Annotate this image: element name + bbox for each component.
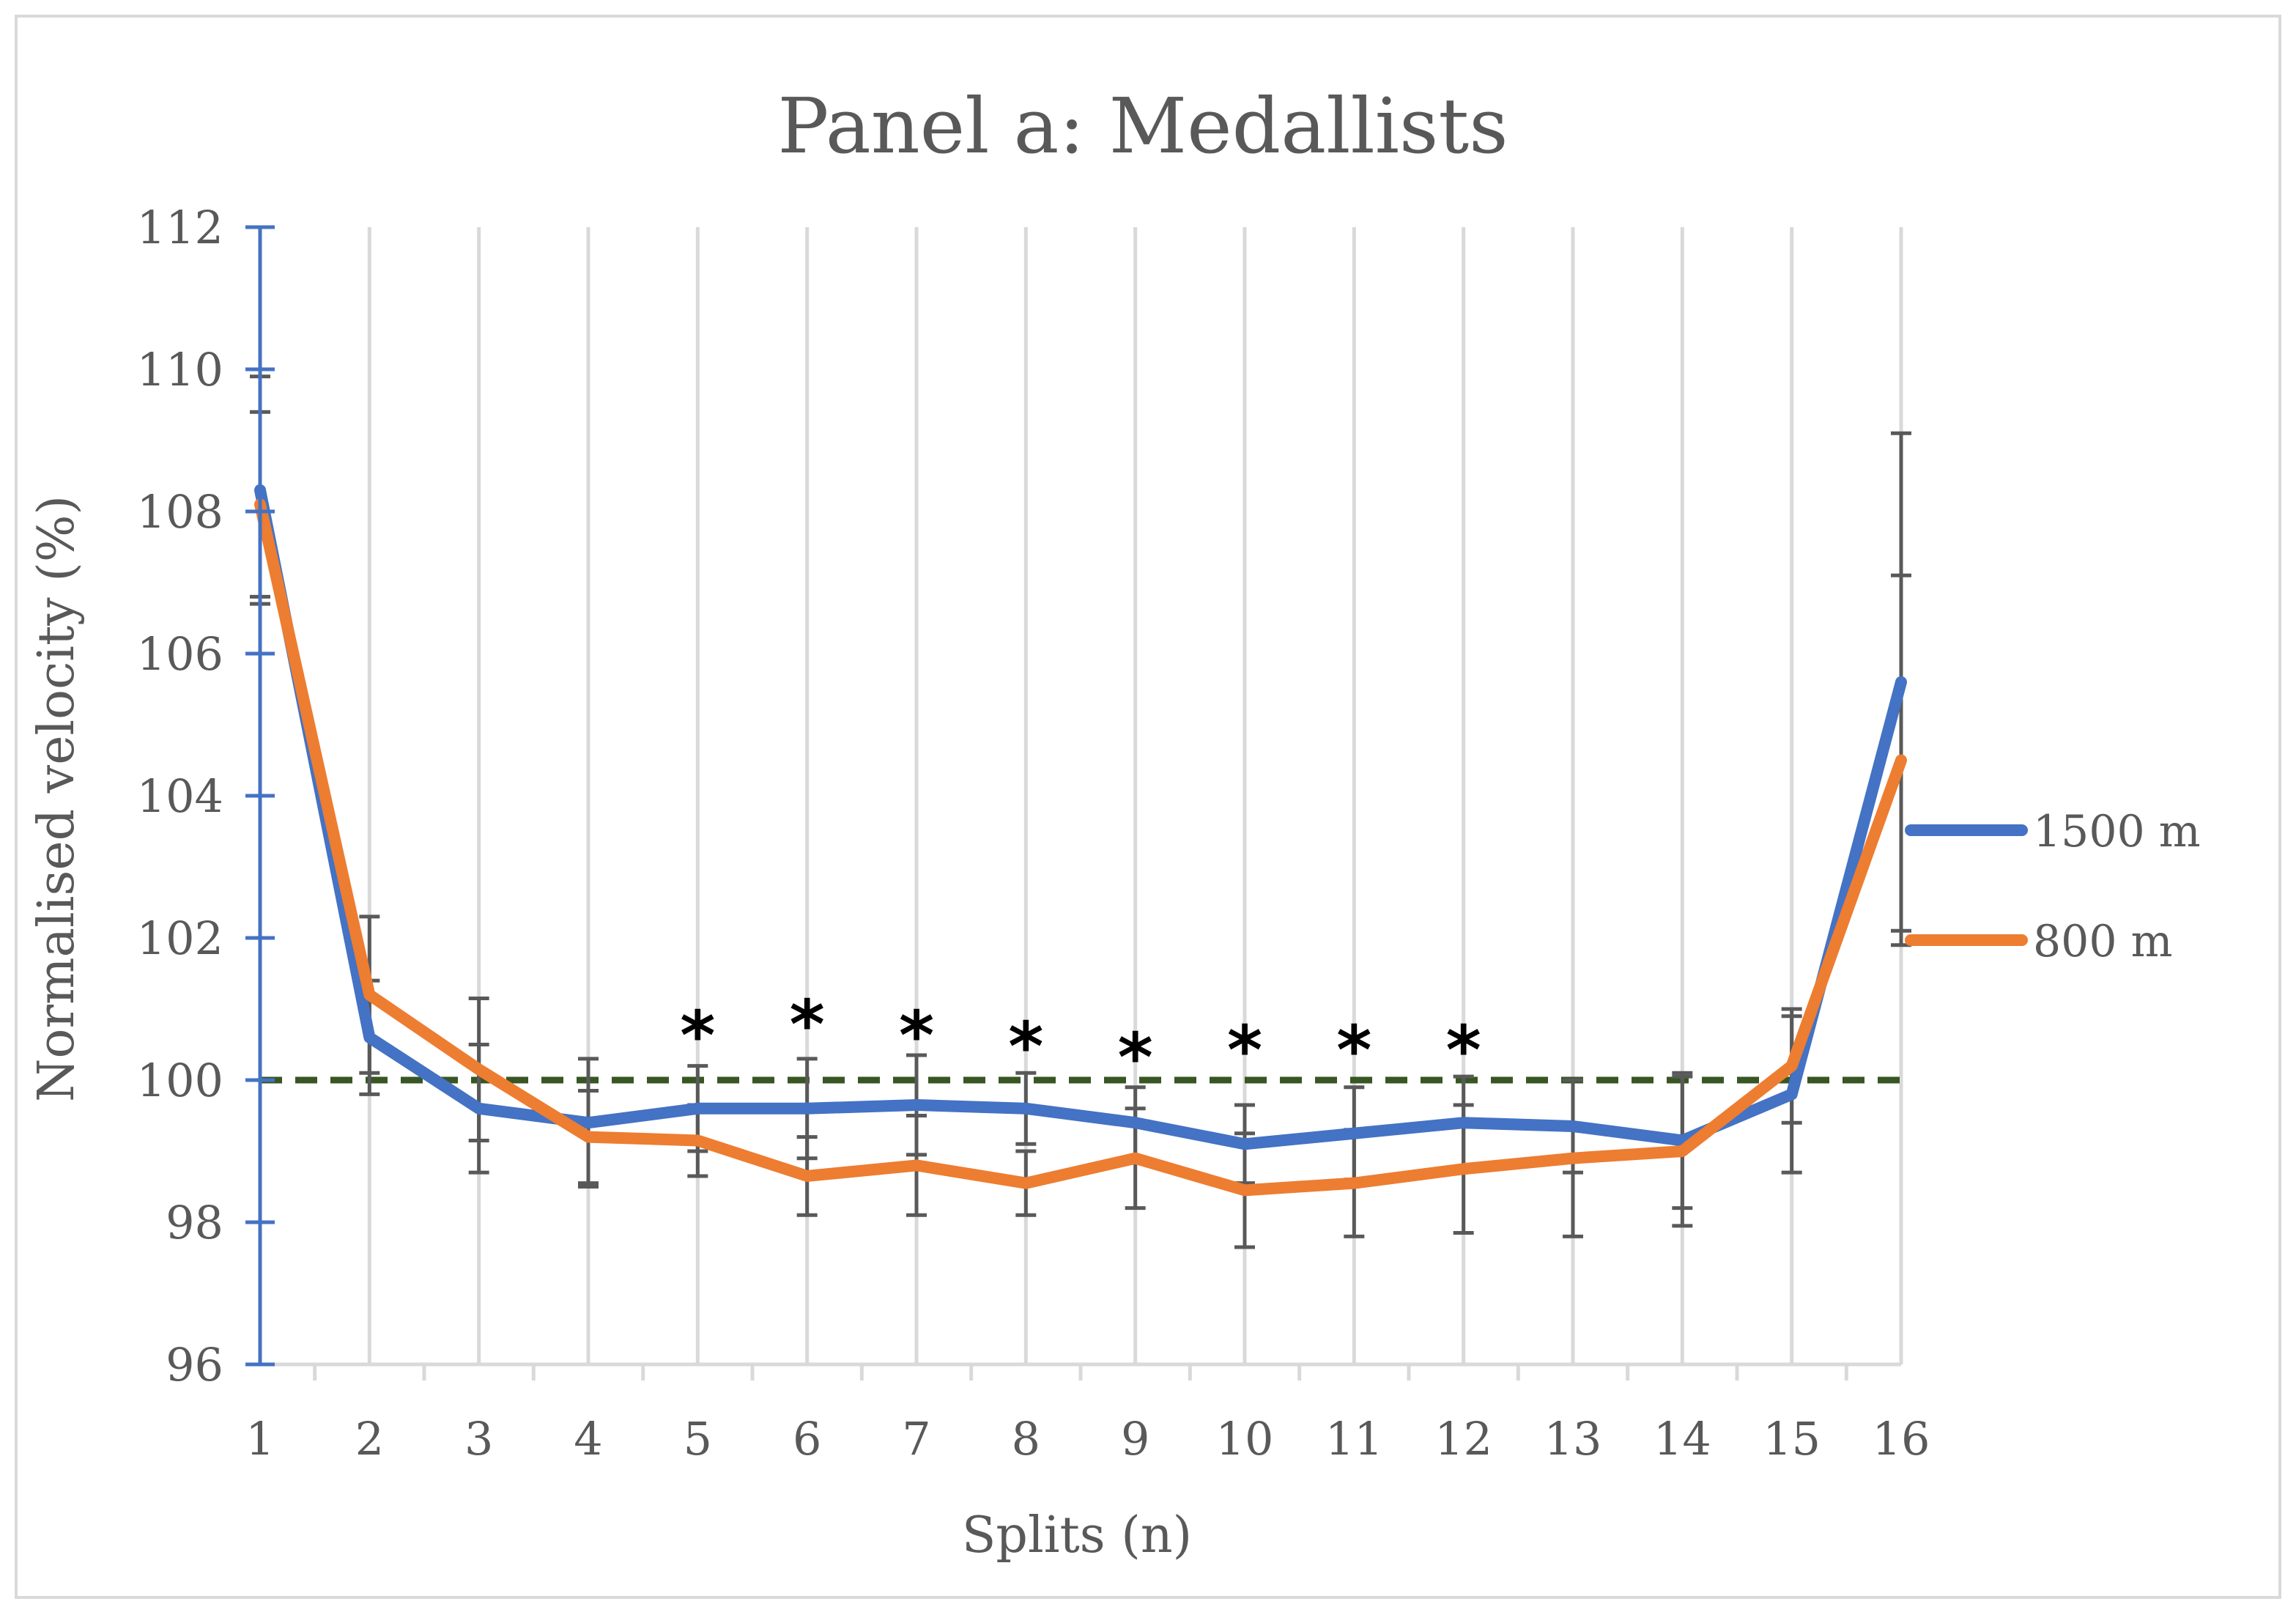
y-tick-label-106: 106 [137,627,223,681]
y-tick-label-102: 102 [137,912,223,965]
x-tick-label-12: 12 [1434,1412,1492,1466]
legend-label-1: 1500 m [2033,806,2201,857]
y-tick-label-100: 100 [137,1054,223,1107]
y-tick-label-98: 98 [166,1196,223,1249]
significance-star-11: * [1336,1011,1371,1090]
significance-star-6: * [790,986,825,1064]
x-tick-label-15: 15 [1763,1412,1821,1466]
legend-label-2: 800 m [2033,916,2173,967]
y-tick-label-112: 112 [137,201,223,254]
x-tick-label-1: 1 [245,1412,274,1466]
y-tick-label-96: 96 [166,1338,223,1392]
chart-title: Panel a: Medallists [777,81,1508,171]
x-tick-label-10: 10 [1216,1412,1274,1466]
x-tick-label-6: 6 [793,1412,821,1466]
y-tick-label-108: 108 [137,485,223,539]
x-tick-label-14: 14 [1654,1412,1711,1466]
series-line-2 [254,498,1907,1197]
significance-star-12: * [1446,1011,1481,1090]
significance-star-7: * [899,997,934,1075]
x-tick-label-9: 9 [1121,1412,1149,1466]
significance-star-10: * [1227,1011,1262,1090]
series-line-1 [254,484,1907,1150]
x-axis-label: Splits (n) [962,1507,1192,1564]
axes: 1 2 3 4 5 6 7 8 9 10 11 12 13 14 15 1696981001021041061… [137,201,1930,1466]
legend: 1500 m 800 m [1905,806,2201,967]
y-tick-label-110: 110 [137,343,223,396]
x-tick-label-5: 5 [684,1412,712,1466]
significance-star-5: * [680,997,715,1075]
x-tick-label-8: 8 [1012,1412,1040,1466]
x-tick-label-11: 11 [1325,1412,1383,1466]
x-tick-label-3: 3 [464,1412,493,1466]
x-tick-label-7: 7 [902,1412,930,1466]
y-axis-label: Normalised velocity (%) [28,495,86,1102]
significance-markers: * * * * * * * * [680,986,1481,1097]
x-tick-label-13: 13 [1544,1412,1602,1466]
x-tick-label-16: 16 [1873,1412,1930,1466]
x-tick-label-2: 2 [355,1412,384,1466]
series-lines [254,484,1907,1197]
x-tick-label-4: 4 [574,1412,602,1466]
significance-star-8: * [1008,1008,1043,1086]
chart-border [15,15,2281,1599]
y-tick-label-104: 104 [137,769,223,823]
significance-star-9: * [1118,1019,1153,1097]
